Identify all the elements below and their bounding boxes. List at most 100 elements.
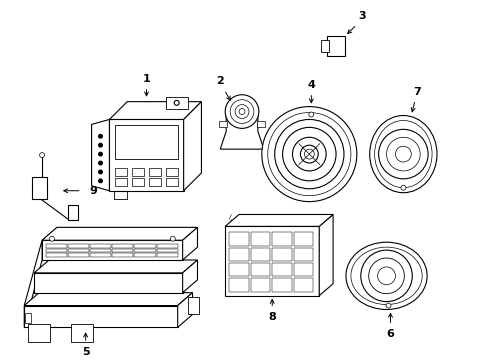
Circle shape xyxy=(99,143,102,147)
Circle shape xyxy=(308,112,313,117)
Circle shape xyxy=(99,179,102,183)
Bar xyxy=(132,178,144,186)
Circle shape xyxy=(300,145,318,163)
Circle shape xyxy=(274,120,343,189)
Bar xyxy=(326,36,344,56)
Polygon shape xyxy=(91,120,109,191)
Bar xyxy=(250,232,270,246)
Bar xyxy=(134,253,155,257)
Circle shape xyxy=(99,152,102,156)
Bar xyxy=(90,244,111,248)
Bar xyxy=(272,232,291,246)
Polygon shape xyxy=(177,293,192,327)
Circle shape xyxy=(49,236,54,241)
Circle shape xyxy=(261,107,356,202)
Circle shape xyxy=(292,137,325,171)
Bar xyxy=(68,253,89,257)
Circle shape xyxy=(170,236,175,241)
Bar xyxy=(42,240,182,260)
Bar xyxy=(250,263,270,276)
Polygon shape xyxy=(182,228,197,260)
Text: 3: 3 xyxy=(357,12,365,22)
Circle shape xyxy=(235,105,248,118)
Bar xyxy=(293,232,313,246)
Bar xyxy=(134,249,155,252)
Bar xyxy=(68,249,89,252)
Bar xyxy=(229,278,248,292)
Text: 6: 6 xyxy=(386,329,394,339)
Polygon shape xyxy=(220,113,263,149)
Circle shape xyxy=(40,153,44,158)
Bar xyxy=(46,253,67,257)
Bar xyxy=(115,125,177,159)
Bar xyxy=(115,178,127,186)
Ellipse shape xyxy=(374,121,431,188)
Circle shape xyxy=(99,161,102,165)
Circle shape xyxy=(230,100,253,123)
Bar xyxy=(132,168,144,176)
Polygon shape xyxy=(24,293,192,306)
Bar xyxy=(25,314,31,323)
Bar xyxy=(112,249,133,252)
Bar xyxy=(46,244,67,248)
Bar xyxy=(134,244,155,248)
Circle shape xyxy=(386,137,419,171)
Bar xyxy=(34,273,182,293)
Bar xyxy=(90,253,111,257)
Bar xyxy=(229,232,248,246)
Bar xyxy=(250,248,270,261)
Bar xyxy=(90,249,111,252)
Bar xyxy=(28,324,50,342)
Bar xyxy=(165,168,177,176)
Circle shape xyxy=(385,303,390,308)
Bar xyxy=(229,263,248,276)
Circle shape xyxy=(174,100,179,105)
Text: 2: 2 xyxy=(216,76,224,86)
Circle shape xyxy=(99,135,102,138)
Polygon shape xyxy=(183,102,201,191)
Circle shape xyxy=(282,127,335,181)
Bar xyxy=(272,278,291,292)
Bar xyxy=(156,249,177,252)
Polygon shape xyxy=(109,120,183,191)
Bar xyxy=(32,177,47,199)
Circle shape xyxy=(239,109,244,114)
Bar xyxy=(149,168,161,176)
Bar xyxy=(256,121,264,127)
Circle shape xyxy=(267,113,350,196)
Bar xyxy=(229,248,248,261)
Circle shape xyxy=(378,129,427,179)
Bar xyxy=(71,324,92,342)
Bar xyxy=(225,226,319,296)
Circle shape xyxy=(225,95,258,129)
Polygon shape xyxy=(182,260,197,293)
Polygon shape xyxy=(109,102,201,120)
Bar xyxy=(250,278,270,292)
Bar xyxy=(24,306,177,327)
Bar xyxy=(293,248,313,261)
Text: 4: 4 xyxy=(307,80,315,90)
Circle shape xyxy=(360,250,411,302)
Text: 5: 5 xyxy=(81,347,89,357)
Bar xyxy=(272,263,291,276)
Bar xyxy=(165,178,177,186)
Bar xyxy=(156,253,177,257)
Bar xyxy=(149,178,161,186)
Ellipse shape xyxy=(369,116,436,193)
Bar xyxy=(156,244,177,248)
Bar xyxy=(68,204,78,220)
Polygon shape xyxy=(24,240,42,327)
Circle shape xyxy=(377,267,395,285)
Bar xyxy=(219,121,227,127)
Bar xyxy=(68,244,89,248)
Polygon shape xyxy=(34,260,197,273)
Ellipse shape xyxy=(345,242,426,310)
Circle shape xyxy=(304,149,314,159)
Bar xyxy=(293,263,313,276)
Polygon shape xyxy=(319,215,332,296)
Polygon shape xyxy=(225,215,332,226)
Polygon shape xyxy=(42,228,197,240)
Text: 8: 8 xyxy=(268,312,276,323)
Text: 9: 9 xyxy=(89,186,97,196)
Text: 7: 7 xyxy=(412,87,420,97)
